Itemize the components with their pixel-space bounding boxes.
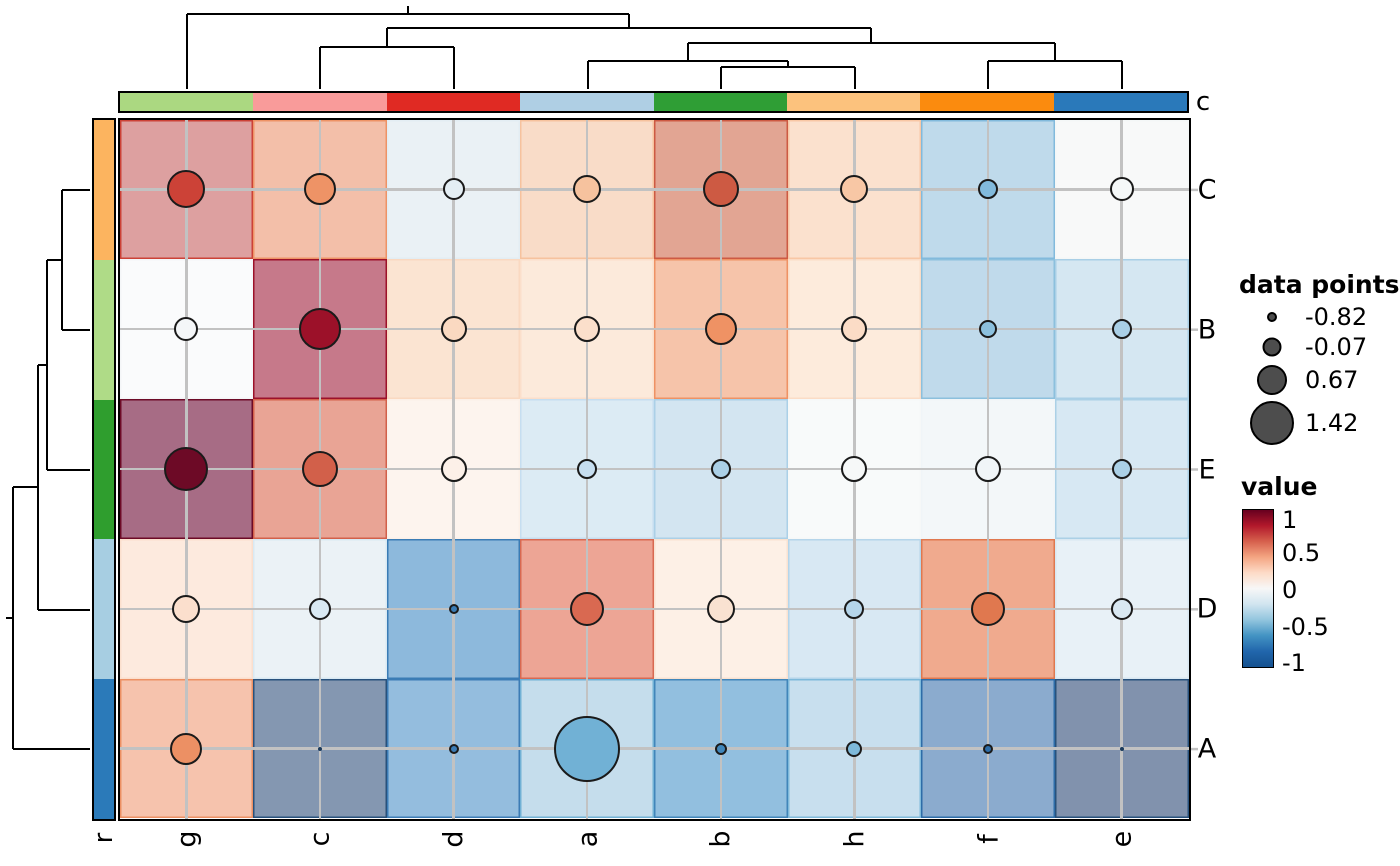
data-dot-D-e — [1110, 597, 1133, 620]
column-annotation-segment-e — [1053, 93, 1187, 111]
size-legend-label: 0.67 — [1305, 366, 1359, 394]
size-legend-label: -0.07 — [1305, 333, 1368, 361]
data-dot-B-d — [440, 316, 467, 343]
data-dot-D-h — [844, 598, 865, 619]
row-annotation-label: r — [89, 832, 119, 844]
value-legend-tick-label: 1 — [1282, 505, 1298, 534]
data-dot-E-c — [301, 451, 338, 487]
data-dot-B-f — [979, 320, 998, 339]
data-dot-E-f — [975, 456, 1002, 482]
data-dot-B-a — [574, 316, 601, 343]
column-annotation-bar — [118, 91, 1189, 113]
data-dot-D-a — [570, 591, 605, 626]
data-dot-A-b — [714, 742, 727, 755]
column-annotation-label: c — [1195, 87, 1211, 117]
column-annotation-segment-d — [386, 93, 521, 111]
value-colorbar — [1242, 509, 1274, 668]
data-dot-B-e — [1111, 319, 1132, 340]
gridline-horizontal — [119, 747, 1189, 750]
data-dot-C-g — [167, 170, 206, 209]
data-dot-B-c — [298, 308, 341, 351]
column-annotation-segment-f — [920, 93, 1054, 111]
column-label-h: h — [839, 830, 871, 848]
size-legend-label: -0.82 — [1305, 303, 1368, 331]
column-annotation-segment-b — [653, 93, 787, 111]
value-legend-tick-label: -1 — [1282, 648, 1306, 677]
row-annotation-segment-D — [94, 539, 114, 680]
data-dot-E-g — [164, 447, 209, 491]
data-dot-C-h — [840, 175, 869, 204]
data-dot-C-e — [1109, 177, 1134, 202]
row-label-C: C — [1197, 174, 1217, 206]
row-annotation-segment-B — [94, 259, 114, 400]
column-annotation-segment-c — [253, 93, 387, 111]
size-legend-circle — [1267, 312, 1277, 322]
data-dot-C-a — [573, 175, 602, 204]
data-dot-A-d — [448, 743, 459, 754]
data-dot-D-d — [448, 603, 459, 614]
row-annotation-bar — [92, 118, 116, 821]
row-annotation-segment-C — [94, 120, 114, 260]
row-label-B: B — [1197, 314, 1217, 346]
data-dot-B-b — [704, 313, 737, 346]
data-dot-D-c — [308, 597, 331, 620]
data-dot-A-c — [317, 746, 322, 751]
column-label-a: a — [572, 830, 604, 848]
data-dot-C-d — [442, 178, 465, 201]
column-label-d: d — [438, 830, 470, 848]
data-dot-E-b — [710, 459, 731, 479]
data-dot-E-h — [841, 456, 868, 482]
column-annotation-segment-g — [120, 93, 254, 111]
heatmap-panel — [117, 117, 1191, 821]
column-annotation-segment-a — [520, 93, 654, 111]
gridline-horizontal — [119, 607, 1189, 611]
value-legend-title: value — [1241, 472, 1318, 501]
size-legend-title: data points — [1239, 270, 1400, 299]
data-dot-D-f — [971, 591, 1006, 626]
row-annotation-segment-A — [94, 679, 114, 819]
data-dot-C-f — [978, 179, 999, 200]
value-legend-tick-label: -0.5 — [1282, 612, 1329, 641]
size-legend-circle — [1262, 337, 1282, 357]
row-label-E: E — [1198, 454, 1216, 485]
data-dot-E-e — [1111, 459, 1132, 479]
value-legend-tick-label: 0 — [1282, 575, 1298, 604]
data-dot-C-c — [303, 173, 336, 206]
data-dot-A-e — [1119, 746, 1124, 751]
column-label-b: b — [705, 830, 737, 848]
column-label-e: e — [1106, 830, 1138, 848]
data-dot-A-f — [983, 743, 994, 754]
data-dot-C-b — [702, 171, 739, 208]
data-dot-E-d — [440, 456, 467, 482]
data-dot-D-b — [706, 594, 735, 623]
data-dot-A-a — [554, 715, 621, 782]
gridline-horizontal — [119, 327, 1189, 331]
column-label-f: f — [973, 834, 1005, 844]
data-dot-D-g — [172, 594, 201, 623]
gridline-horizontal — [119, 188, 1189, 191]
gridline-horizontal — [119, 467, 1189, 471]
size-legend-label: 1.42 — [1305, 409, 1359, 437]
data-dot-B-h — [841, 316, 868, 343]
value-legend-tick-label: 0.5 — [1282, 539, 1321, 568]
data-dot-A-h — [846, 740, 863, 757]
column-annotation-segment-h — [786, 93, 921, 111]
size-legend-circle — [1250, 401, 1294, 445]
size-legend-circle — [1257, 365, 1287, 395]
data-dot-B-g — [174, 317, 199, 342]
row-annotation-segment-E — [94, 399, 114, 540]
row-label-D: D — [1196, 593, 1218, 625]
column-label-c: c — [304, 831, 336, 847]
column-label-g: g — [171, 830, 203, 848]
data-dot-E-a — [577, 459, 598, 479]
data-dot-A-g — [170, 732, 203, 765]
row-label-A: A — [1197, 733, 1217, 765]
